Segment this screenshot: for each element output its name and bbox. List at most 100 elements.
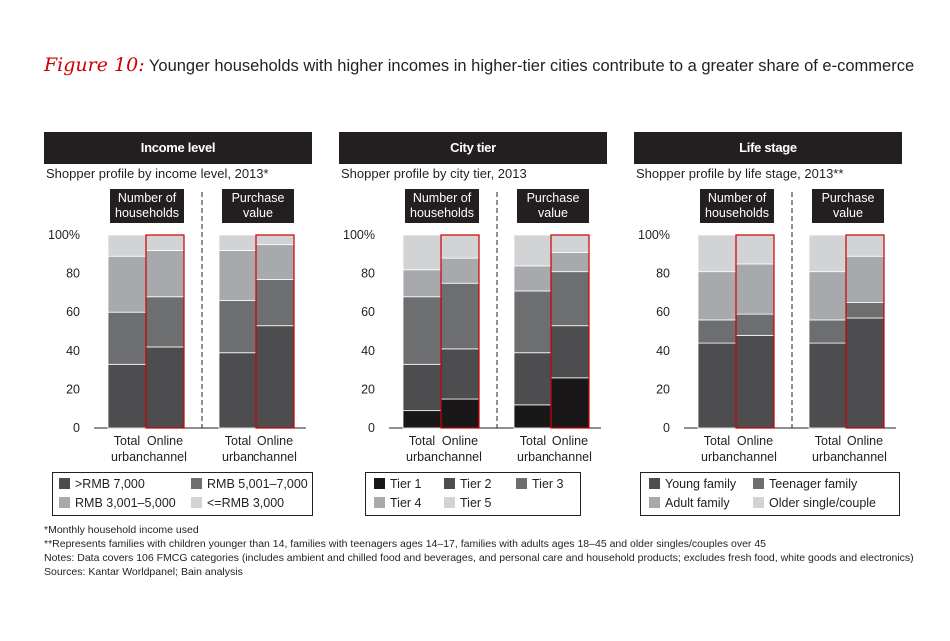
y-tick-label: 40 bbox=[656, 344, 670, 358]
y-tick-label: 100% bbox=[48, 228, 80, 242]
bar-segment bbox=[255, 244, 295, 280]
bar-segment bbox=[145, 250, 185, 298]
legend-label: >RMB 7,000 bbox=[75, 477, 145, 491]
group-label-purchase: Purchase value bbox=[812, 189, 884, 223]
chart-life-stage: 020406080100%TotalurbanOnlinechannelTota… bbox=[638, 192, 896, 464]
bar-segment bbox=[735, 263, 775, 315]
x-tick-label: urban bbox=[406, 450, 438, 464]
x-tick-label: urban bbox=[701, 450, 733, 464]
legend-label: Tier 4 bbox=[390, 496, 422, 510]
bar-segment bbox=[513, 404, 553, 429]
highlight-outline bbox=[145, 234, 185, 429]
legend-income-level: >RMB 7,000 RMB 5,001–7,000 RMB 3,001–5,0… bbox=[52, 472, 313, 516]
x-tick-label: urban bbox=[111, 450, 143, 464]
highlight-outline bbox=[255, 234, 295, 429]
highlight-outline bbox=[550, 234, 590, 429]
footnotes: *Monthly household income used **Represe… bbox=[44, 523, 914, 579]
legend-item: Young family bbox=[649, 477, 736, 491]
bar-segment bbox=[107, 234, 147, 257]
y-tick-label: 100% bbox=[343, 228, 375, 242]
y-tick-label: 60 bbox=[361, 305, 375, 319]
legend-swatch bbox=[374, 478, 385, 489]
panel-subtitle: Shopper profile by life stage, 2013** bbox=[636, 166, 844, 181]
x-tick-label: urban bbox=[517, 450, 549, 464]
y-tick-label: 20 bbox=[66, 382, 80, 396]
bar-segment bbox=[845, 317, 885, 429]
bar-segment bbox=[697, 342, 737, 429]
y-tick-label: 60 bbox=[66, 305, 80, 319]
bar-segment bbox=[255, 278, 295, 327]
bar-segment bbox=[550, 234, 590, 253]
y-tick-label: 0 bbox=[368, 421, 375, 435]
x-tick-label: channel bbox=[253, 450, 297, 464]
bar-segment bbox=[697, 271, 737, 321]
group-label-purchase: Purchase value bbox=[222, 189, 294, 223]
x-tick-label: channel bbox=[733, 450, 777, 464]
y-tick-label: 60 bbox=[656, 305, 670, 319]
bar-segment bbox=[107, 363, 147, 429]
bar-segment bbox=[513, 290, 553, 354]
legend-swatch bbox=[649, 478, 660, 489]
legend-label: Tier 1 bbox=[390, 477, 422, 491]
legend-swatch bbox=[649, 497, 660, 508]
legend-label: Tier 2 bbox=[460, 477, 492, 491]
y-tick-label: 0 bbox=[663, 421, 670, 435]
x-tick-label: channel bbox=[438, 450, 482, 464]
bar-segment bbox=[513, 352, 553, 406]
x-tick-label: channel bbox=[843, 450, 887, 464]
bar-segment bbox=[513, 234, 553, 267]
bar-segment bbox=[735, 313, 775, 336]
x-tick-label: Online bbox=[442, 434, 478, 448]
legend-item: Tier 3 bbox=[516, 477, 564, 491]
x-tick-label: Total bbox=[225, 434, 251, 448]
group-label-households: Number of households bbox=[110, 189, 184, 223]
panel-header: Life stage bbox=[634, 132, 902, 164]
legend-item: RMB 5,001–7,000 bbox=[191, 477, 308, 491]
bar-segment bbox=[440, 257, 480, 284]
x-tick-label: Total bbox=[114, 434, 140, 448]
bar-segment bbox=[145, 296, 185, 348]
bar-segment bbox=[145, 346, 185, 429]
group-label-purchase: Purchase value bbox=[517, 189, 589, 223]
bar-segment bbox=[440, 398, 480, 429]
bar-segment bbox=[550, 251, 590, 273]
x-tick-label: Total bbox=[704, 434, 730, 448]
legend-swatch bbox=[444, 478, 455, 489]
y-tick-label: 40 bbox=[66, 344, 80, 358]
y-tick-label: 40 bbox=[361, 344, 375, 358]
bar-segment bbox=[402, 296, 442, 365]
legend-label: Tier 3 bbox=[532, 477, 564, 491]
bar-segment bbox=[808, 342, 848, 429]
bar-segment bbox=[808, 271, 848, 321]
bar-segment bbox=[440, 234, 480, 259]
panel-city-tier: 0 20 40 60 80 100% Total urban Online channel Tota… bbox=[339, 132, 609, 520]
footnote: Sources: Kantar Worldpanel; Bain analysi… bbox=[44, 566, 243, 578]
bar-segment bbox=[550, 271, 590, 327]
legend-item: >RMB 7,000 bbox=[59, 477, 145, 491]
y-tick-label: 80 bbox=[66, 267, 80, 281]
legend-item: Tier 2 bbox=[444, 477, 492, 491]
legend-swatch bbox=[753, 478, 764, 489]
x-tick-label: channel bbox=[143, 450, 187, 464]
x-tick-label: Online bbox=[257, 434, 293, 448]
legend-item: Teenager family bbox=[753, 477, 857, 491]
chart-income-level: 020406080100%TotalurbanOnlinechannelTota… bbox=[48, 192, 306, 464]
x-tick-label: urban bbox=[222, 450, 254, 464]
y-tick-label: 80 bbox=[656, 267, 670, 281]
bar-segment bbox=[218, 250, 258, 302]
x-tick-label: Total bbox=[409, 434, 435, 448]
bar-segment bbox=[440, 282, 480, 350]
bar-segment bbox=[145, 234, 185, 251]
bar-segment bbox=[402, 234, 442, 271]
y-tick-label: 20 bbox=[656, 382, 670, 396]
legend-swatch bbox=[753, 497, 764, 508]
figure-title: Figure 10: Younger households with highe… bbox=[44, 54, 924, 78]
panel-income-level: 0 20 40 60 80 100% Total urban Online channel Tota… bbox=[44, 132, 314, 520]
bar-segment bbox=[550, 325, 590, 379]
legend-label: Tier 5 bbox=[460, 496, 492, 510]
legend-item: Tier 5 bbox=[444, 496, 492, 510]
y-tick-label: 20 bbox=[361, 382, 375, 396]
bar-segment bbox=[218, 352, 258, 429]
panel-header: City tier bbox=[339, 132, 607, 164]
x-tick-label: Total bbox=[520, 434, 546, 448]
